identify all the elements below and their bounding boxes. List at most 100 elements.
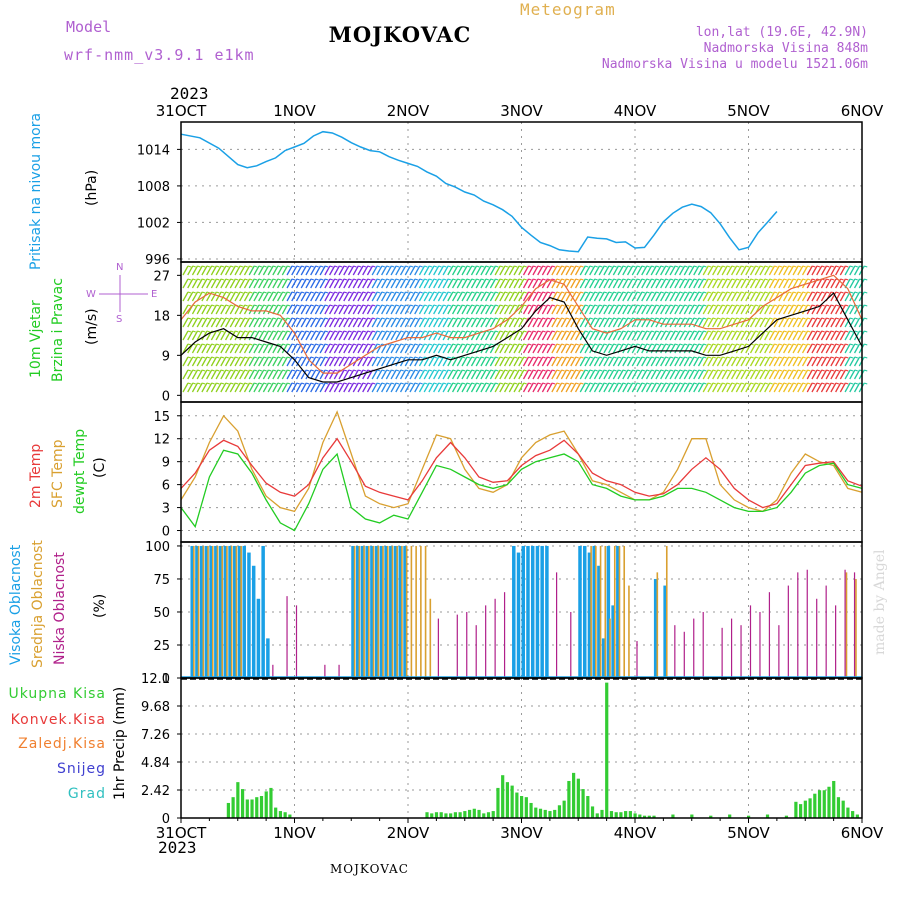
- wind-barb: [433, 330, 440, 341]
- wind-barb-flag: [599, 265, 603, 268]
- wind-barb: [721, 382, 728, 393]
- wind-barb: [404, 343, 411, 354]
- wind-barb: [470, 265, 478, 276]
- wind-barb-flag: [296, 343, 300, 346]
- wind-barb: [461, 291, 468, 302]
- wind-barb-flag: [343, 278, 348, 281]
- wind-barb-flag: [849, 304, 854, 307]
- wind-barb-flag: [358, 382, 362, 385]
- wind-barb-flag: [334, 278, 338, 281]
- wind-barb-flag: [755, 291, 759, 294]
- wind-barb: [414, 369, 421, 380]
- wind-barb: [612, 265, 619, 276]
- wind-barb-flag: [419, 304, 423, 307]
- wind-barb: [664, 265, 671, 276]
- wind-barb-flag: [400, 265, 404, 268]
- wind-barb: [513, 317, 520, 328]
- wind-barb-flag: [854, 291, 858, 294]
- wind-barb: [707, 382, 714, 393]
- wind-barb-flag: [840, 356, 844, 359]
- cloud-high-bar: [393, 545, 398, 678]
- wind-barb-flag: [845, 278, 849, 281]
- wind-barb: [641, 304, 648, 315]
- wind-barb: [816, 317, 823, 328]
- wind-barb: [712, 317, 719, 328]
- wind-barb-flag: [594, 317, 598, 320]
- wind-barb-flag: [802, 304, 806, 307]
- wind-barb-flag: [698, 304, 702, 307]
- wind-barb-flag: [840, 278, 844, 281]
- wind-barb: [433, 278, 440, 289]
- wind-barb-flag: [769, 265, 773, 268]
- wind-barb: [404, 278, 411, 289]
- wind-barb: [688, 265, 695, 276]
- wind-barb-flag: [386, 304, 390, 307]
- wind-barb-flag: [788, 382, 792, 385]
- date-label-top: 31OCT: [156, 102, 207, 120]
- wind-barb: [206, 317, 213, 328]
- wind-barb: [764, 369, 771, 380]
- wind-barb-flag: [353, 330, 357, 333]
- wind-barb: [414, 278, 421, 289]
- wind-barb: [489, 369, 496, 380]
- wind-barb: [693, 330, 700, 341]
- wind-barb: [347, 317, 355, 328]
- wind-barb: [201, 343, 208, 354]
- wind-barb: [248, 278, 255, 289]
- wind-barb-flag: [849, 317, 854, 320]
- wind-barb: [792, 382, 799, 393]
- wind-barb: [475, 382, 482, 393]
- precip-bar: [434, 812, 439, 818]
- wind-barb: [622, 343, 629, 354]
- wind-barb: [560, 369, 567, 380]
- wind-barb-flag: [864, 304, 868, 307]
- wind-barb-flag: [462, 382, 466, 385]
- wind-barb: [811, 317, 818, 328]
- wind-barb: [433, 382, 440, 393]
- cloud-high-bar: [256, 598, 261, 678]
- wind-barb-flag: [613, 278, 617, 281]
- wind-barb: [636, 330, 643, 341]
- wind-barb: [480, 317, 487, 328]
- wind-barb-flag: [632, 317, 636, 320]
- wind-barb: [324, 317, 331, 328]
- wind-barb-flag: [353, 304, 357, 307]
- wind-gust-line: [180, 274, 863, 374]
- wind-barb: [570, 265, 577, 276]
- wind-barb: [437, 317, 444, 328]
- wind-barb-flag: [660, 304, 665, 307]
- legend-convective-rain: Konvek.Kisa: [10, 712, 106, 728]
- cloud-high-bar: [370, 545, 374, 678]
- wind-barb: [239, 265, 246, 276]
- wind-barb: [612, 343, 619, 354]
- wind-barb: [414, 382, 421, 393]
- wind-barb-flag: [651, 317, 655, 320]
- wind-barb-flag: [646, 356, 650, 359]
- wind-barb-flag: [603, 382, 608, 385]
- wind-barb-flag: [689, 278, 693, 281]
- wind-barb: [773, 265, 780, 276]
- wind-barb: [518, 304, 525, 315]
- wind-barb: [399, 317, 407, 328]
- wind-barb: [849, 369, 856, 380]
- wind-barb: [721, 317, 728, 328]
- wind-barb: [258, 369, 265, 380]
- wind-barb-flag: [750, 369, 754, 372]
- wind-barb: [423, 291, 430, 302]
- wind-barb-flag: [778, 330, 783, 333]
- wind-barb-flag: [566, 369, 570, 372]
- wind-barb-flag: [287, 369, 291, 372]
- wind-barb: [853, 343, 861, 354]
- wind-barb-flag: [400, 369, 404, 372]
- wind-barb: [697, 265, 705, 276]
- wind-barb-flag: [230, 343, 234, 346]
- wind-barb: [645, 304, 653, 315]
- wind-barb: [504, 343, 511, 354]
- wind-barb: [731, 278, 738, 289]
- wind-barb: [660, 317, 667, 328]
- wind-barb: [608, 265, 615, 276]
- wind-barb: [291, 382, 298, 393]
- wind-barb: [683, 265, 690, 276]
- wind-barb: [220, 356, 227, 367]
- wind-barb: [262, 278, 269, 289]
